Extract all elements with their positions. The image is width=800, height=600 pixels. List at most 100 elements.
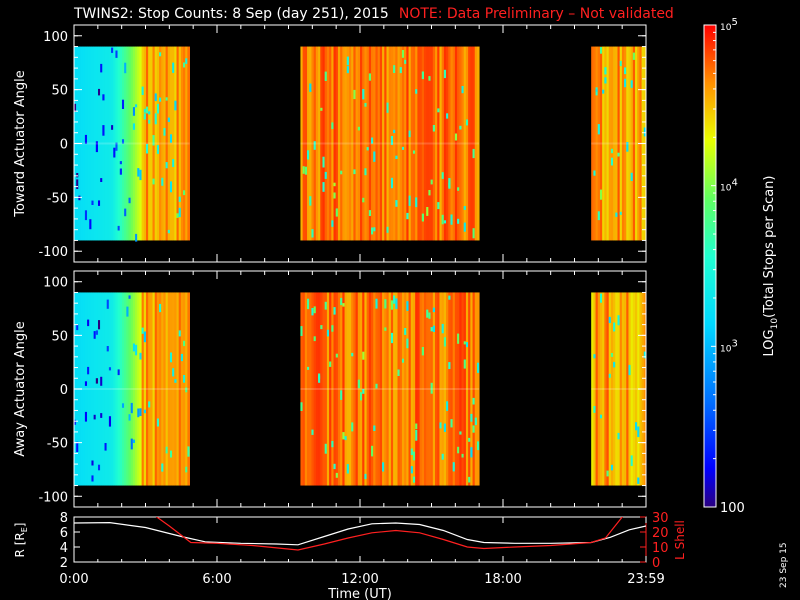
heatmap-speckle	[446, 113, 449, 119]
heatmap-column	[386, 292, 390, 486]
heatmap-column	[82, 292, 86, 486]
heatmap-speckle	[309, 196, 312, 206]
heatmap-speckle	[172, 159, 175, 167]
heatmap-column	[167, 292, 171, 486]
heatmap-column	[421, 46, 425, 241]
heatmap-column	[95, 292, 99, 486]
heatmap-column	[335, 292, 339, 486]
heatmap-column	[602, 46, 605, 241]
zero-angle-band	[591, 388, 646, 390]
heatmap-column	[340, 46, 343, 241]
heatmap-speckle	[360, 392, 363, 401]
heatmap-speckle	[432, 325, 436, 332]
heatmap-column	[441, 46, 445, 241]
heatmap-column	[126, 46, 129, 241]
heatmap-column	[102, 46, 105, 241]
heatmap-speckle	[415, 89, 418, 94]
heatmap-speckle	[76, 324, 79, 331]
x-tick-label: 23:59	[627, 572, 664, 587]
heatmap-column	[344, 46, 348, 241]
heatmap-speckle	[626, 142, 629, 152]
heatmap-speckle	[386, 226, 389, 233]
heatmap-column	[148, 292, 151, 486]
heatmap-column	[375, 292, 379, 486]
heatmap-column	[311, 292, 315, 486]
heatmap-column	[145, 46, 149, 241]
heatmap-speckle	[124, 62, 127, 74]
heatmap-column	[108, 46, 112, 241]
heatmap-column	[183, 292, 186, 486]
r-axis-tick-label: 8	[60, 511, 68, 526]
heatmap-segment	[300, 46, 480, 241]
heatmap-column	[165, 292, 169, 486]
heatmap-column	[377, 292, 381, 486]
heatmap-column	[87, 46, 90, 241]
heatmap-column	[386, 46, 390, 241]
heatmap-column	[91, 46, 95, 241]
heatmap-speckle	[406, 338, 409, 349]
heatmap-column	[373, 292, 376, 486]
heatmap-column	[624, 292, 627, 486]
heatmap-speckle	[333, 182, 336, 187]
heatmap-column	[351, 292, 354, 486]
heatmap-speckle	[333, 463, 336, 470]
heatmap-speckle	[428, 312, 431, 319]
heatmap-column	[613, 292, 616, 486]
heatmap-column	[331, 292, 334, 486]
lshell-axis-tick-label: 30	[652, 511, 669, 526]
heatmap-column	[89, 292, 92, 486]
heatmap-speckle	[132, 107, 136, 116]
heatmap-column	[635, 292, 638, 486]
heatmap-speckle	[465, 342, 469, 348]
heatmap-speckle	[185, 58, 188, 64]
heatmap-speckle	[630, 455, 633, 466]
heatmap-column	[615, 46, 618, 241]
heatmap-column	[474, 292, 478, 486]
heatmap-speckle	[117, 369, 120, 376]
heatmap-column	[371, 292, 374, 486]
heatmap-column	[318, 46, 321, 241]
heatmap-speckle	[401, 50, 405, 58]
heatmap-speckle	[154, 113, 157, 125]
heatmap-speckle	[174, 379, 177, 383]
heatmap-column	[595, 46, 599, 241]
heatmap-column	[457, 46, 460, 241]
heatmap-column	[104, 46, 108, 241]
heatmap-speckle	[324, 71, 327, 81]
heatmap-speckle	[344, 436, 347, 441]
heatmap-speckle	[450, 419, 453, 428]
heatmap-speckle	[84, 134, 88, 144]
heatmap-speckle	[84, 381, 88, 386]
heatmap-speckle	[93, 331, 96, 339]
heatmap-speckle	[156, 418, 160, 427]
heatmap-speckle	[135, 344, 138, 356]
heatmap-column	[104, 292, 108, 486]
heatmap-column	[100, 46, 103, 241]
heatmap-column	[619, 46, 623, 241]
heatmap-column	[608, 292, 612, 486]
heatmap-speckle	[340, 390, 343, 400]
heatmap-speckle	[143, 113, 146, 120]
heatmap-speckle	[597, 211, 600, 221]
heatmap-column	[342, 46, 345, 241]
heatmap-column	[375, 46, 379, 241]
heatmap-speckle	[154, 93, 157, 102]
heatmap-speckle	[386, 102, 389, 113]
heatmap-speckle	[145, 106, 149, 114]
heatmap-speckle	[137, 168, 140, 177]
heatmap-column	[353, 292, 356, 486]
heatmap-column	[412, 46, 416, 241]
heatmap-column	[472, 292, 476, 486]
heatmap-speckle	[393, 65, 396, 73]
heatmap-column	[304, 292, 308, 486]
heatmap-speckle	[459, 431, 462, 435]
heatmap-column	[393, 46, 396, 241]
heatmap-column	[379, 46, 383, 241]
heatmap-speckle	[148, 401, 151, 408]
heatmap-speckle	[430, 327, 433, 332]
heatmap-column	[342, 292, 345, 486]
heatmap-column	[340, 292, 343, 486]
heatmap-column	[465, 292, 469, 486]
heatmap-column	[167, 46, 171, 241]
heatmap-speckle	[302, 166, 305, 174]
